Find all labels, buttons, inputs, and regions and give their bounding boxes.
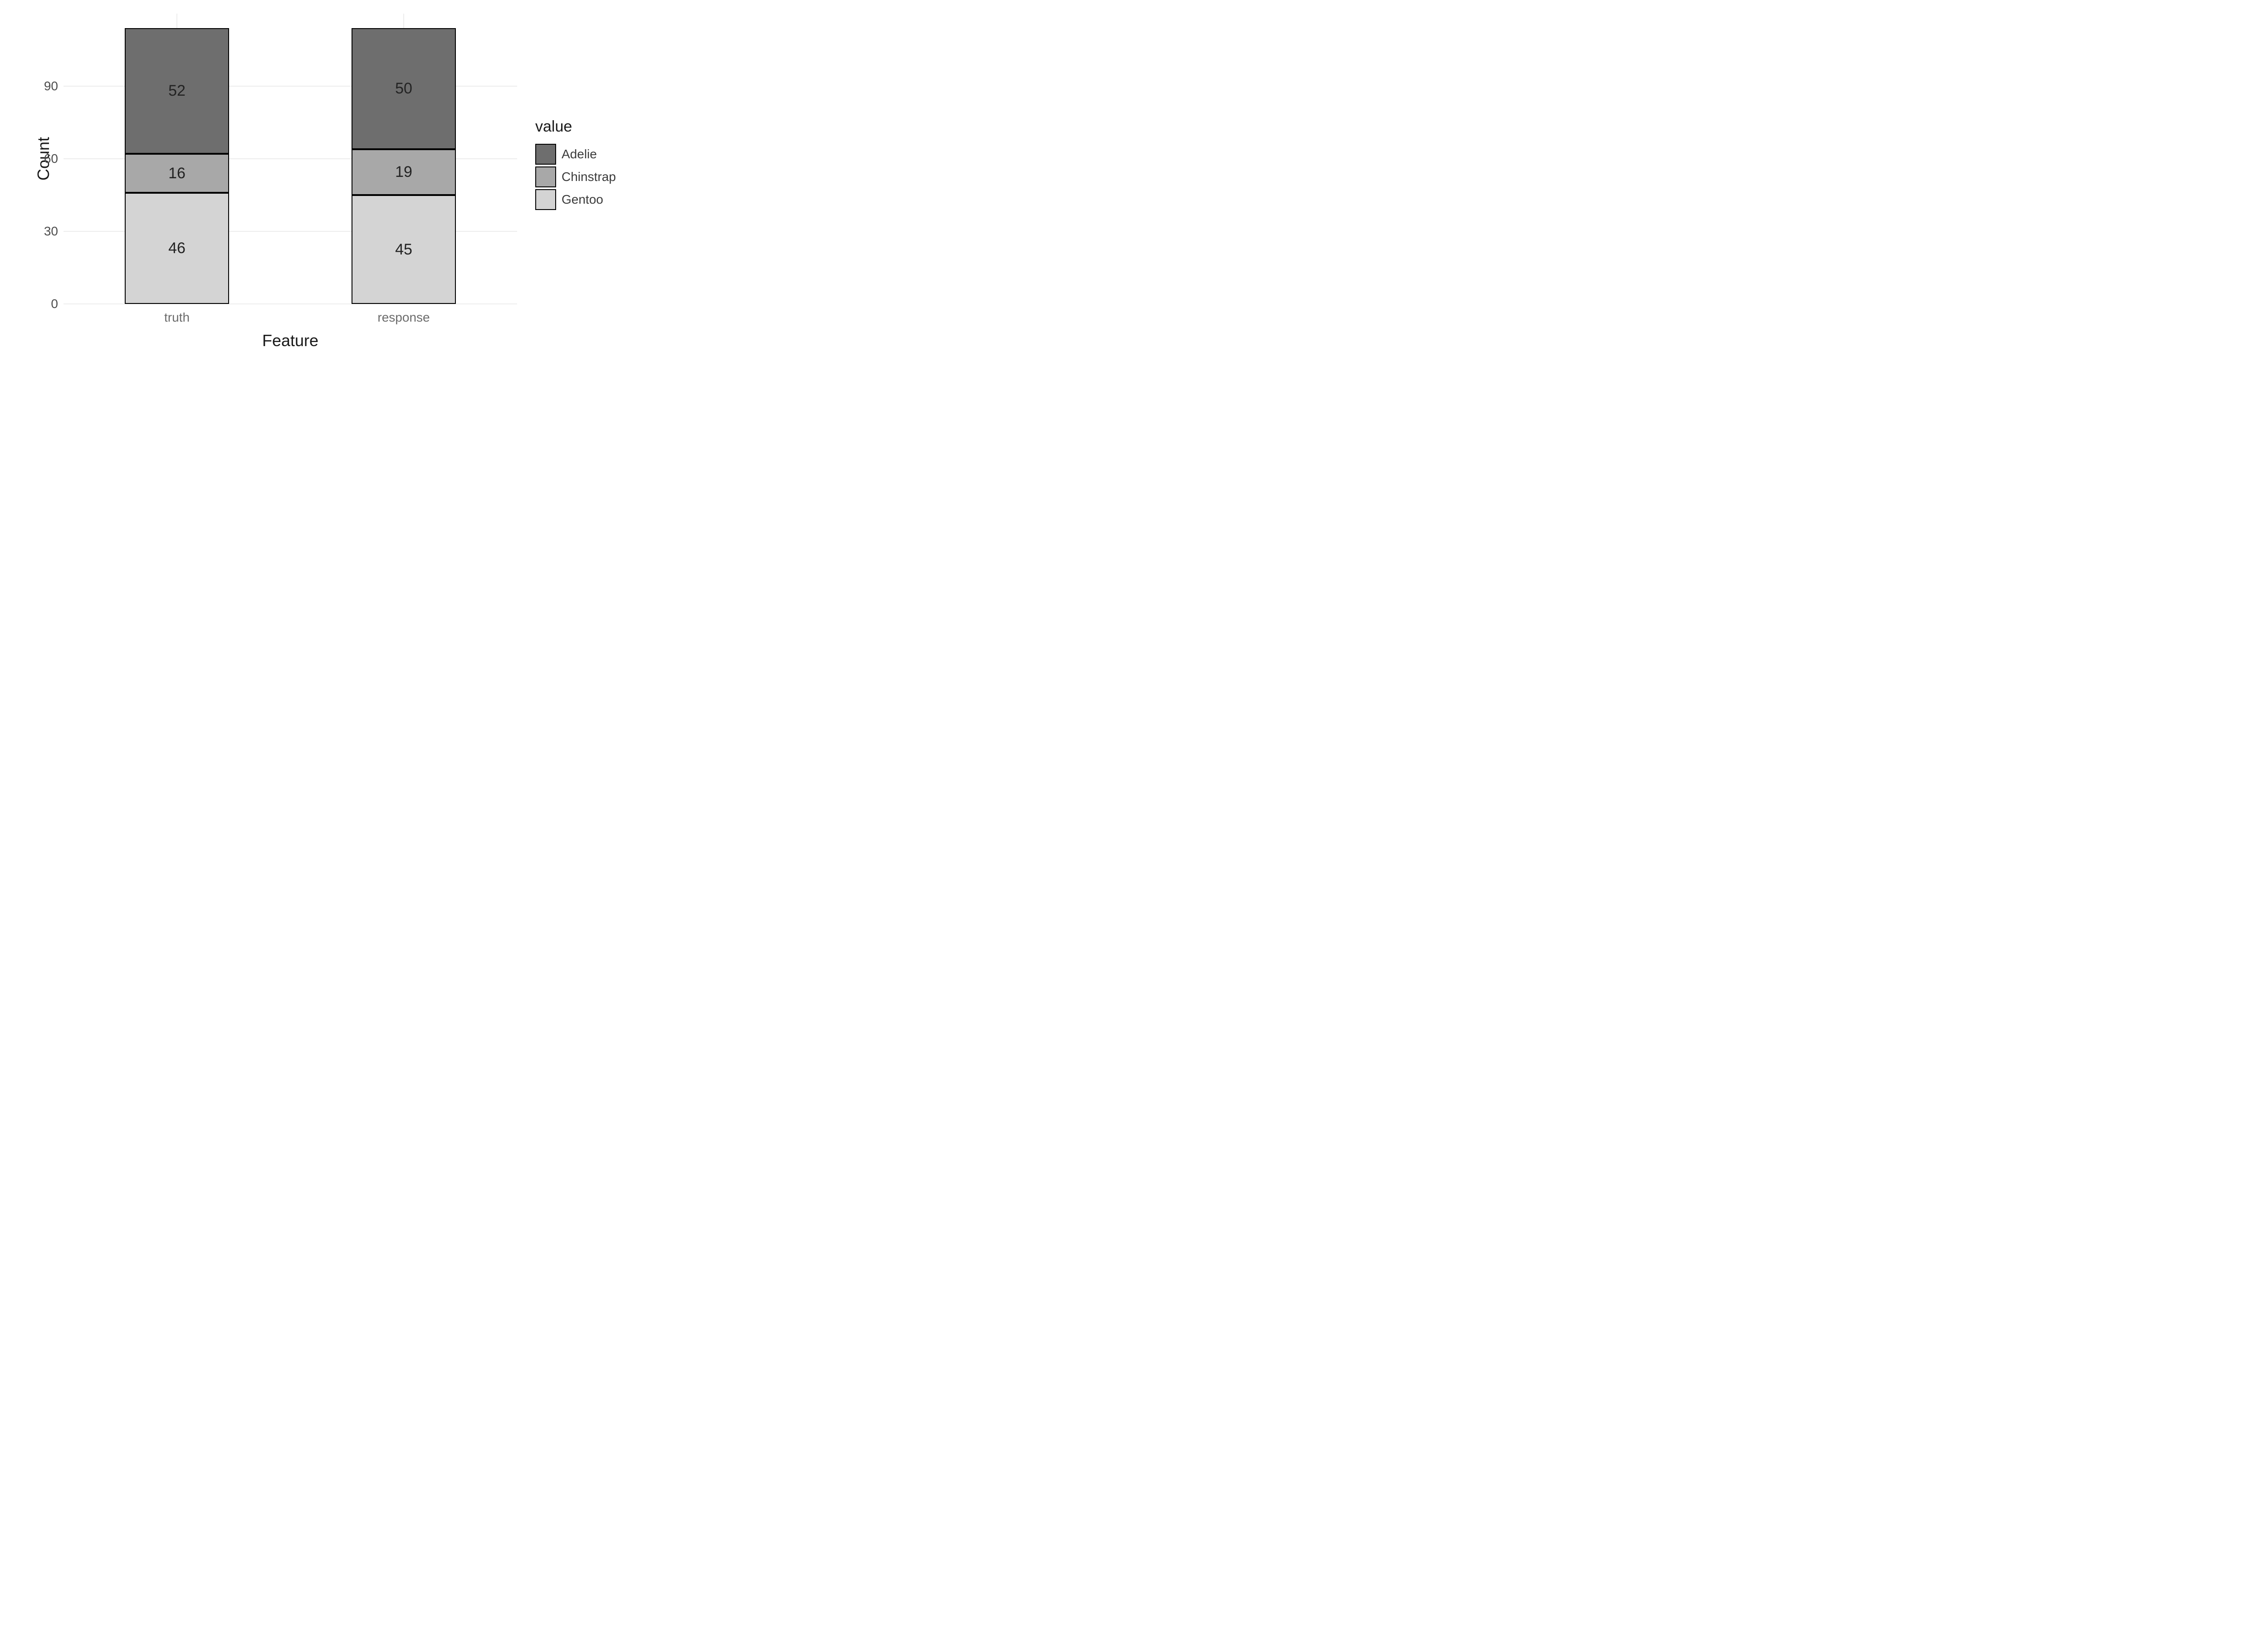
legend-item: Adelie xyxy=(535,144,616,165)
bar-segment: 16 xyxy=(125,154,229,192)
x-tick-label: truth xyxy=(164,310,190,325)
legend-items: Adelie Chinstrap Gentoo xyxy=(535,144,616,210)
bar-segment: 45 xyxy=(352,195,456,304)
legend-swatch xyxy=(535,166,556,187)
legend-label: Adelie xyxy=(562,147,597,161)
legend-swatch xyxy=(535,144,556,165)
x-tick-label: response xyxy=(377,310,430,325)
legend-title: value xyxy=(535,118,616,136)
bar-stack: 461652 xyxy=(125,28,229,304)
plot-area: 0306090truth461652response451950 xyxy=(64,14,517,304)
legend-label: Chinstrap xyxy=(562,170,616,184)
stacked-bar-chart: Count 0306090truth461652response451950 F… xyxy=(0,0,680,372)
y-tick-label: 60 xyxy=(44,152,58,166)
legend-swatch xyxy=(535,189,556,210)
legend-item: Chinstrap xyxy=(535,166,616,187)
y-tick-label: 30 xyxy=(44,224,58,239)
legend-label: Gentoo xyxy=(562,192,603,207)
bar-stack: 451950 xyxy=(352,28,456,304)
legend: value Adelie Chinstrap Gentoo xyxy=(535,118,616,212)
y-tick-label: 0 xyxy=(51,297,58,311)
legend-item: Gentoo xyxy=(535,189,616,210)
y-tick-label: 90 xyxy=(44,79,58,93)
bar-segment: 19 xyxy=(352,149,456,195)
bar-segment: 52 xyxy=(125,28,229,154)
bar-segment: 46 xyxy=(125,193,229,304)
x-axis-title: Feature xyxy=(64,331,517,350)
bar-segment: 50 xyxy=(352,28,456,149)
